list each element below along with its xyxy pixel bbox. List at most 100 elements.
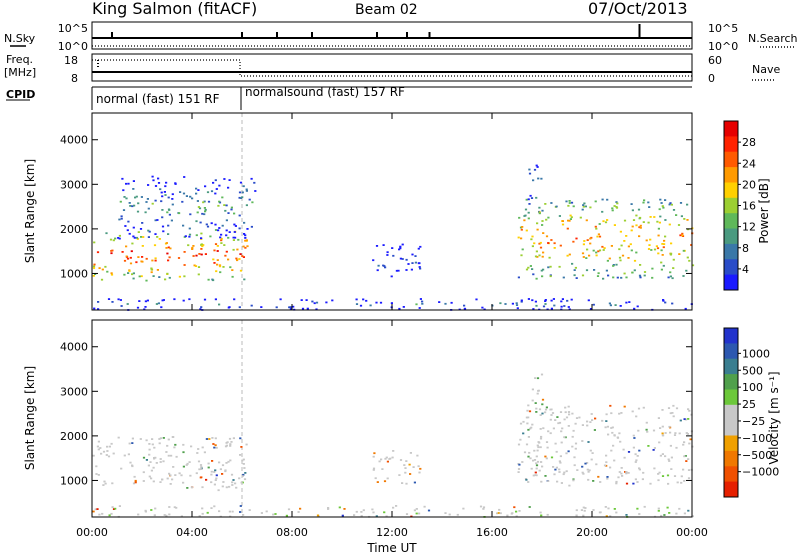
colorbar-swatch [724,450,738,467]
echo-cell [398,248,401,251]
echo-cell [372,455,375,458]
echo-cell [662,434,665,437]
echo-cell [539,437,543,440]
echo-cell [167,233,170,235]
echo-cell [581,465,584,468]
echo-cell [227,460,230,463]
echo-cell [535,474,538,477]
echo-cell [168,256,171,259]
echo-cell [566,227,569,230]
colorbar-tick-label: 12 [742,221,756,234]
echo-cell [519,438,522,441]
echo-cell [225,486,228,489]
echo-cell [599,511,602,514]
echo-cell [605,420,608,422]
echo-cell [524,214,527,217]
echo-cell [586,424,589,427]
echo-cell [185,464,188,466]
echo-cell [243,233,246,235]
echo-cell [681,234,684,237]
echo-cell [214,469,217,472]
echo-cell [197,266,201,268]
echo-cell [649,238,652,241]
echo-cell [605,454,608,457]
echo-cell [533,242,536,245]
velocity-panel: 1000 2000 3000 4000 Slant Range [km] 1000 50… [23,319,781,518]
echo-cell [126,303,129,305]
echo-cell [552,466,555,468]
echo-cell [215,188,218,190]
echo-cell [572,478,575,481]
echo-cell [632,219,636,221]
echo-cell [182,465,185,468]
echo-cell [219,271,222,274]
echo-cell [189,195,192,198]
echo-cell [540,461,543,463]
echo-cell [198,468,201,471]
echo-cell [589,206,592,209]
echo-cell [586,468,589,471]
echo-cell [658,441,661,444]
echo-cell [311,300,314,303]
echo-cell [165,181,168,184]
echo-cell [215,446,218,449]
echo-cell [230,208,233,211]
echo-cell [275,306,278,309]
echo-cell [241,481,244,484]
echo-cell [642,406,645,409]
echo-cell [131,437,134,440]
echo-cell [120,217,123,220]
echo-cell [612,265,615,267]
colorbar-tick-label: 100 [742,381,763,394]
echo-cell [538,408,542,411]
echo-cell [134,479,137,482]
echo-cell [121,177,124,180]
echo-cell [619,305,622,307]
echo-cell [625,471,628,473]
echo-cell [666,474,670,477]
echo-cell [168,209,171,211]
echo-cell [530,426,533,429]
echo-cell [569,218,572,220]
echo-cell [659,427,662,429]
echo-cell [541,209,544,212]
echo-cell [444,302,447,305]
echo-cell [687,469,691,471]
echo-cell [417,465,420,468]
echo-cell [634,461,637,463]
echo-cell [638,467,641,470]
echo-cell [657,417,660,419]
echo-cell [606,219,609,221]
echo-cell [567,405,570,408]
echo-cell [532,308,535,310]
echo-cell [586,462,589,464]
echo-cell [238,227,241,230]
echo-cell [111,301,114,303]
echo-cell [131,442,134,444]
echo-cell [103,480,106,483]
echo-cell [384,457,387,460]
echo-cell [516,307,519,310]
echo-cell [582,204,585,206]
echo-cell [589,242,592,245]
echo-cell [137,231,140,233]
echo-cell [178,275,181,278]
echo-cell [417,247,420,250]
echo-cell [483,308,486,311]
echo-cell [162,299,165,301]
echo-cell [651,267,654,270]
echo-cell [210,507,213,509]
echo-cell [182,481,185,484]
colorbar-tick-label: 4 [742,263,749,276]
echo-cell [325,301,328,304]
echo-cell [97,308,100,310]
colorbar-swatch [724,481,738,498]
echo-cell [538,254,541,257]
echo-cell [582,506,585,509]
nsky-panel: N.Sky 10^5 10^0 10^5 10^0 N.Search [4,21,798,53]
echo-cell [144,509,147,512]
echo-cell [225,444,228,447]
echo-cell [523,219,526,222]
echo-cell [372,259,375,262]
echo-cell [217,204,220,207]
